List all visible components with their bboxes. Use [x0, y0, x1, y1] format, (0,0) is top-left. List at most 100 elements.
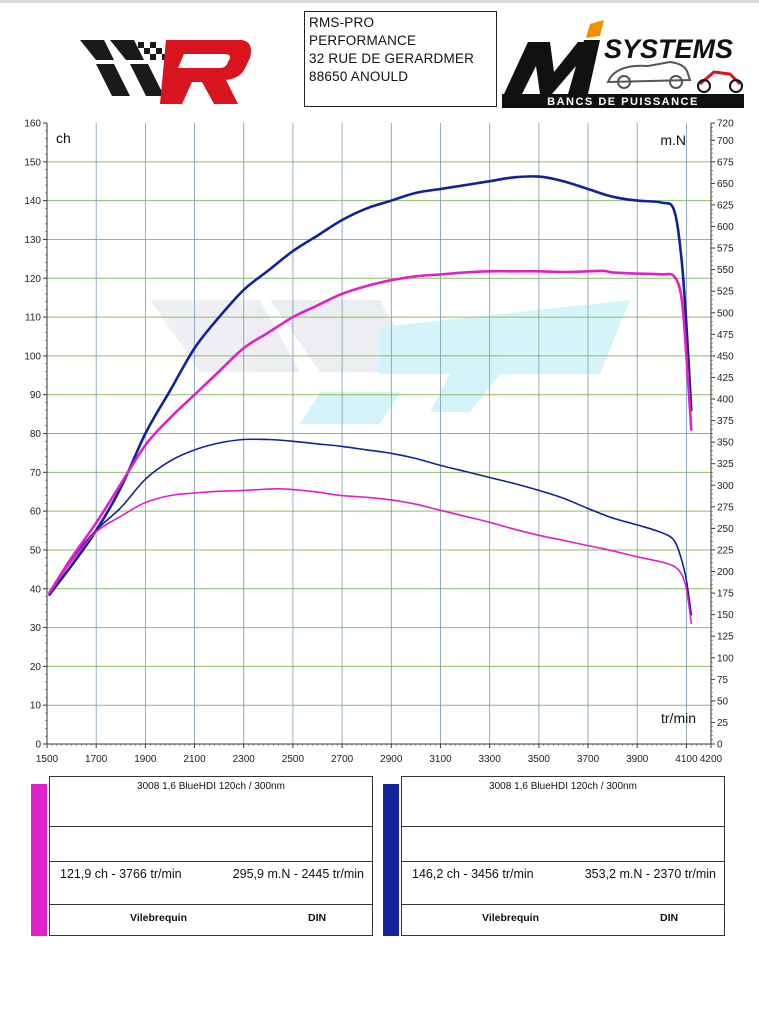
rms-pro-logo [80, 40, 251, 104]
right-tick-label: 275 [717, 502, 734, 513]
left-tick-label: 50 [30, 545, 42, 556]
watermark-logo [150, 300, 630, 424]
left-tick-label: 130 [24, 235, 41, 246]
vehicle-title: 3008 1,6 BlueHDI 120ch / 300nm [137, 781, 285, 792]
divider [50, 861, 372, 862]
right-tick-label: 500 [717, 308, 734, 319]
right-tick-label: 525 [717, 287, 734, 298]
left-tick-label: 40 [30, 584, 42, 595]
divider [402, 861, 724, 862]
measurement-point: Vilebrequin [130, 912, 187, 924]
divider [402, 826, 724, 827]
address-box: RMS-PRO PERFORMANCE 32 RUE DE GERARDMER … [304, 11, 497, 107]
x-tick-label: 1700 [85, 754, 108, 765]
max-power-value: 121,9 ch - 3766 tr/min [60, 867, 182, 881]
right-tick-label: 25 [717, 718, 729, 729]
x-tick-label: 2700 [331, 754, 354, 765]
navy-power-curve [48, 175, 693, 596]
left-tick-label: 60 [30, 507, 42, 518]
logo-tagline: BANCS DE PUISSANCE [547, 96, 699, 108]
max-torque-value: 353,2 m.N - 2370 tr/min [584, 867, 716, 881]
address-line: PERFORMANCE [309, 33, 417, 48]
divider [50, 904, 372, 905]
mi-systems-logo: SYSTEMS BANCS DE PUISSANCE [502, 20, 744, 108]
x-axis-label: tr/min [661, 710, 696, 726]
right-tick-label: 100 [717, 653, 734, 664]
address-line: 32 RUE DE GERARDMER [309, 51, 475, 66]
right-tick-label: 450 [717, 351, 734, 362]
dyno-chart: 0 10 20 30 40 50 60 70 80 90 100 110 120 130 140 150 160… [24, 119, 734, 766]
right-tick-label: 675 [717, 157, 734, 168]
left-tick-label: 110 [25, 313, 41, 324]
series-group [48, 175, 693, 625]
divider [50, 826, 372, 827]
result-box: 3008 1,6 BlueHDI 120ch / 300nm 146,2 ch … [401, 776, 725, 936]
divider [402, 904, 724, 905]
left-tick-label: 80 [30, 429, 42, 440]
grid [47, 123, 711, 744]
x-tick-label: 4100 [675, 754, 698, 765]
right-tick-label: 700 [717, 136, 734, 147]
right-tick-label: 720 [717, 119, 734, 130]
right-tick-label: 150 [717, 610, 734, 621]
max-power-value: 146,2 ch - 3456 tr/min [412, 867, 534, 881]
correction-standard: DIN [660, 912, 679, 924]
right-tick-label: 650 [717, 179, 734, 190]
right-tick-label: 125 [717, 632, 734, 643]
left-tick-label: 100 [24, 351, 41, 362]
right-tick-label: 50 [717, 696, 729, 707]
left-tick-label: 160 [24, 119, 41, 130]
x-tick-label: 2300 [233, 754, 256, 765]
result-box: 3008 1,6 BlueHDI 120ch / 300nm 121,9 ch … [49, 776, 373, 936]
x-tick-label: 3300 [479, 754, 502, 765]
left-tick-label: 140 [24, 196, 41, 207]
left-tick-label: 70 [30, 468, 42, 479]
left-tick-label: 10 [30, 701, 42, 712]
series-color-bar [383, 784, 399, 936]
right-tick-label: 575 [717, 244, 734, 255]
left-tick-label: 150 [24, 157, 41, 168]
navy-torque-curve [48, 438, 693, 616]
x-tick-label: 1900 [134, 754, 157, 765]
logo-wordmark: SYSTEMS [604, 34, 733, 64]
axes: 0 10 20 30 40 50 60 70 80 90 100 110 120 130 140 150 160… [24, 119, 734, 766]
right-tick-label: 300 [717, 481, 734, 492]
magenta-power-curve [48, 269, 693, 594]
right-tick-label: 175 [717, 589, 734, 600]
right-tick-label: 425 [717, 373, 734, 384]
right-tick-label: 225 [717, 545, 734, 556]
x-tick-label: 3700 [577, 754, 600, 765]
right-axis-label: m.N [660, 132, 686, 148]
right-tick-label: 550 [717, 265, 734, 276]
x-tick-label: 2500 [282, 754, 305, 765]
left-axis-label: ch [56, 130, 71, 146]
right-tick-label: 75 [717, 675, 729, 686]
right-tick-label: 475 [717, 330, 734, 341]
left-tick-label: 90 [30, 390, 42, 401]
right-tick-label: 0 [717, 740, 723, 751]
x-tick-label: 3100 [429, 754, 452, 765]
x-tick-label: 1500 [36, 754, 59, 765]
address-line: 88650 ANOULD [309, 69, 409, 84]
vehicle-title: 3008 1,6 BlueHDI 120ch / 300nm [489, 781, 637, 792]
right-tick-label: 350 [717, 438, 734, 449]
right-tick-label: 200 [717, 567, 734, 578]
correction-standard: DIN [308, 912, 327, 924]
series-color-bar [31, 784, 47, 936]
x-tick-label: 4200 [700, 754, 723, 765]
x-tick-label: 3500 [528, 754, 551, 765]
left-tick-label: 30 [30, 623, 42, 634]
right-tick-label: 250 [717, 524, 734, 535]
x-tick-label: 3900 [626, 754, 649, 765]
right-tick-label: 625 [717, 200, 734, 211]
max-torque-value: 295,9 m.N - 2445 tr/min [232, 867, 364, 881]
left-tick-label: 120 [24, 274, 41, 285]
left-tick-label: 20 [30, 662, 42, 673]
address-line: RMS-PRO [309, 15, 375, 30]
top-border [0, 0, 759, 3]
measurement-point: Vilebrequin [482, 912, 539, 924]
right-tick-label: 600 [717, 222, 734, 233]
x-tick-label: 2900 [380, 754, 403, 765]
x-tick-label: 2100 [183, 754, 206, 765]
right-tick-label: 400 [717, 395, 734, 406]
